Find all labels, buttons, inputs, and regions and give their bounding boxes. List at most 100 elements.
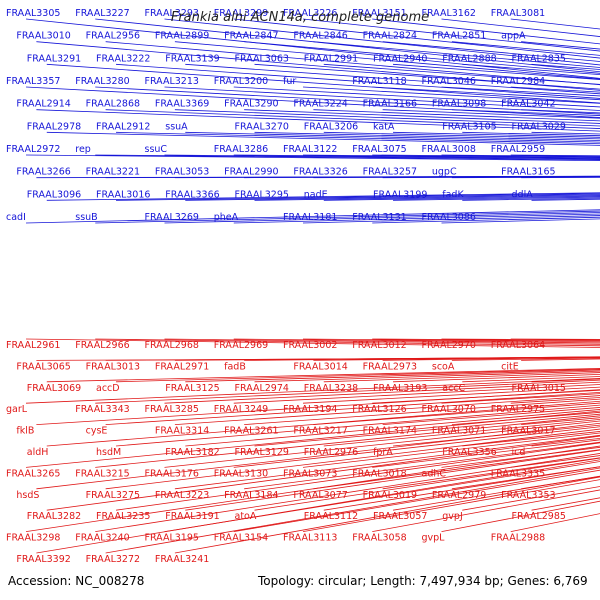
- gene-label: FRAAL3217: [293, 426, 347, 437]
- gene-label: FRAAL3063: [235, 53, 289, 64]
- gene-label: citE: [501, 361, 519, 372]
- gene-label: FRAAL2959: [491, 144, 545, 155]
- gene-label: FRAAL3053: [155, 167, 209, 178]
- gene-label: FRAAL3293: [145, 8, 199, 19]
- gene-label: FRAAL3290: [224, 99, 278, 110]
- leader-line: [105, 109, 600, 129]
- leader-line: [46, 192, 600, 201]
- gene-label: FRAAL3166: [363, 99, 417, 110]
- gene-label: FRAAL3018: [352, 468, 406, 479]
- gene-label: FRAAL3335: [491, 468, 545, 479]
- gene-label: FRAAL2973: [363, 361, 417, 372]
- gene-label: FRAAL3193: [373, 383, 427, 394]
- gene-label: FRAAL3221: [86, 167, 140, 178]
- gene-label: cadI: [6, 212, 26, 223]
- gene-label: FRAAL3213: [145, 76, 199, 87]
- leader-line: [46, 400, 600, 447]
- leader-line: [95, 154, 600, 161]
- leader-line: [115, 404, 600, 447]
- gene-label: FRAAL3285: [145, 404, 199, 415]
- gene-label: appA: [501, 31, 526, 42]
- gene-label: FRAAL2912: [96, 121, 150, 132]
- gene-label: FRAAL3174: [363, 426, 417, 437]
- topology-label: Topology:: [258, 574, 315, 588]
- gene-label: FRAAL3222: [96, 53, 150, 64]
- gene-label: FRAAL3182: [165, 447, 219, 458]
- gene-label: FRAAL3215: [75, 468, 129, 479]
- leader-line: [116, 131, 600, 145]
- gene-label: icd: [512, 447, 526, 458]
- gene-label: FRAAL3223: [155, 490, 209, 501]
- gene-label: FRAAL3125: [165, 383, 219, 394]
- leader-line: [95, 18, 600, 73]
- leader-line: [115, 442, 600, 511]
- gene-label: FRAAL3195: [145, 533, 199, 544]
- leader-line: [25, 209, 600, 224]
- gene-label: FRAAL3073: [283, 468, 337, 479]
- gene-label: FRAAL3019: [363, 490, 417, 501]
- gene-label: FRAAL3075: [352, 144, 406, 155]
- gene-label: FRAAL3241: [155, 554, 209, 565]
- gene-label: FRAAL3112: [304, 511, 358, 522]
- leader-line: [25, 154, 600, 162]
- leader-line: [25, 378, 600, 404]
- gene-label: FRAAL2990: [224, 167, 278, 178]
- gene-label: FRAAL2966: [75, 340, 129, 351]
- leader-line: [36, 41, 600, 91]
- gene-label: FRAAL2846: [293, 31, 347, 42]
- gene-label: FRAAL3058: [352, 533, 406, 544]
- gene-label: FRAAL3165: [501, 167, 555, 178]
- leader-line: [105, 392, 600, 425]
- genome-title: Frankia alni ACN14a, complete genome: [170, 10, 430, 25]
- gene-label: FRAAL3086: [422, 212, 476, 223]
- accession-label: Accession:: [8, 574, 72, 588]
- gene-label: FRAAL3369: [155, 99, 209, 110]
- gene-label: FRAAL2988: [491, 533, 545, 544]
- gene-label: FRAAL3227: [75, 8, 129, 19]
- leader-line: [36, 459, 600, 554]
- leader-line: [116, 368, 600, 383]
- gene-label: FRAAL3130: [214, 468, 268, 479]
- gene-label: FRAAL3064: [491, 340, 545, 351]
- gene-label: cysE: [86, 426, 108, 437]
- gene-label: FRAAL3199: [373, 189, 427, 200]
- gene-label: FRAAL3042: [501, 99, 555, 110]
- gene-label: FRAAL3194: [283, 404, 337, 415]
- leader-line: [164, 212, 600, 224]
- gene-label: FRAAL3057: [373, 511, 427, 522]
- leader-line: [244, 398, 600, 425]
- leader-line: [185, 449, 600, 511]
- gene-label: gvpJ: [442, 511, 462, 522]
- gene-label: FRAAL3280: [75, 76, 129, 87]
- leader-line: [441, 500, 600, 532]
- gene-label: FRAAL3238: [304, 383, 358, 394]
- gene-label: FRAAL3176: [145, 468, 199, 479]
- gene-label: FRAAL3098: [432, 99, 486, 110]
- gene-label: FRAAL3200: [214, 76, 268, 87]
- gene-label: FRAAL3069: [27, 383, 81, 394]
- gene-label: FRAAL3326: [293, 167, 347, 178]
- gene-label: FRAAL3191: [165, 511, 219, 522]
- leader-line: [521, 358, 600, 361]
- leader-line: [462, 376, 600, 383]
- length-value: 7,497,934 bp: [419, 574, 500, 588]
- gene-label: FRAAL3070: [422, 404, 476, 415]
- gene-label: FRAAL3184: [224, 490, 278, 501]
- gene-label: FRAAL3226: [283, 8, 337, 19]
- leader-line: [25, 18, 600, 79]
- gene-label: FRAAL2868: [86, 99, 140, 110]
- gene-label: FRAAL3013: [86, 361, 140, 372]
- gene-label: accD: [96, 383, 120, 394]
- gene-label: FRAAL3081: [491, 8, 545, 19]
- gene-label: FRAAL3118: [352, 76, 406, 87]
- gene-label: FRAAL2914: [16, 99, 70, 110]
- length-label: Length:: [370, 574, 416, 588]
- gene-label: FRAAL3012: [352, 340, 406, 351]
- leader-line: [25, 338, 600, 348]
- leader-line: [116, 193, 600, 201]
- genes-label: Genes:: [507, 574, 550, 588]
- leader-line: [302, 215, 600, 224]
- gene-label: FRAAL3343: [75, 404, 129, 415]
- gene-label: FRAAL2979: [432, 490, 486, 501]
